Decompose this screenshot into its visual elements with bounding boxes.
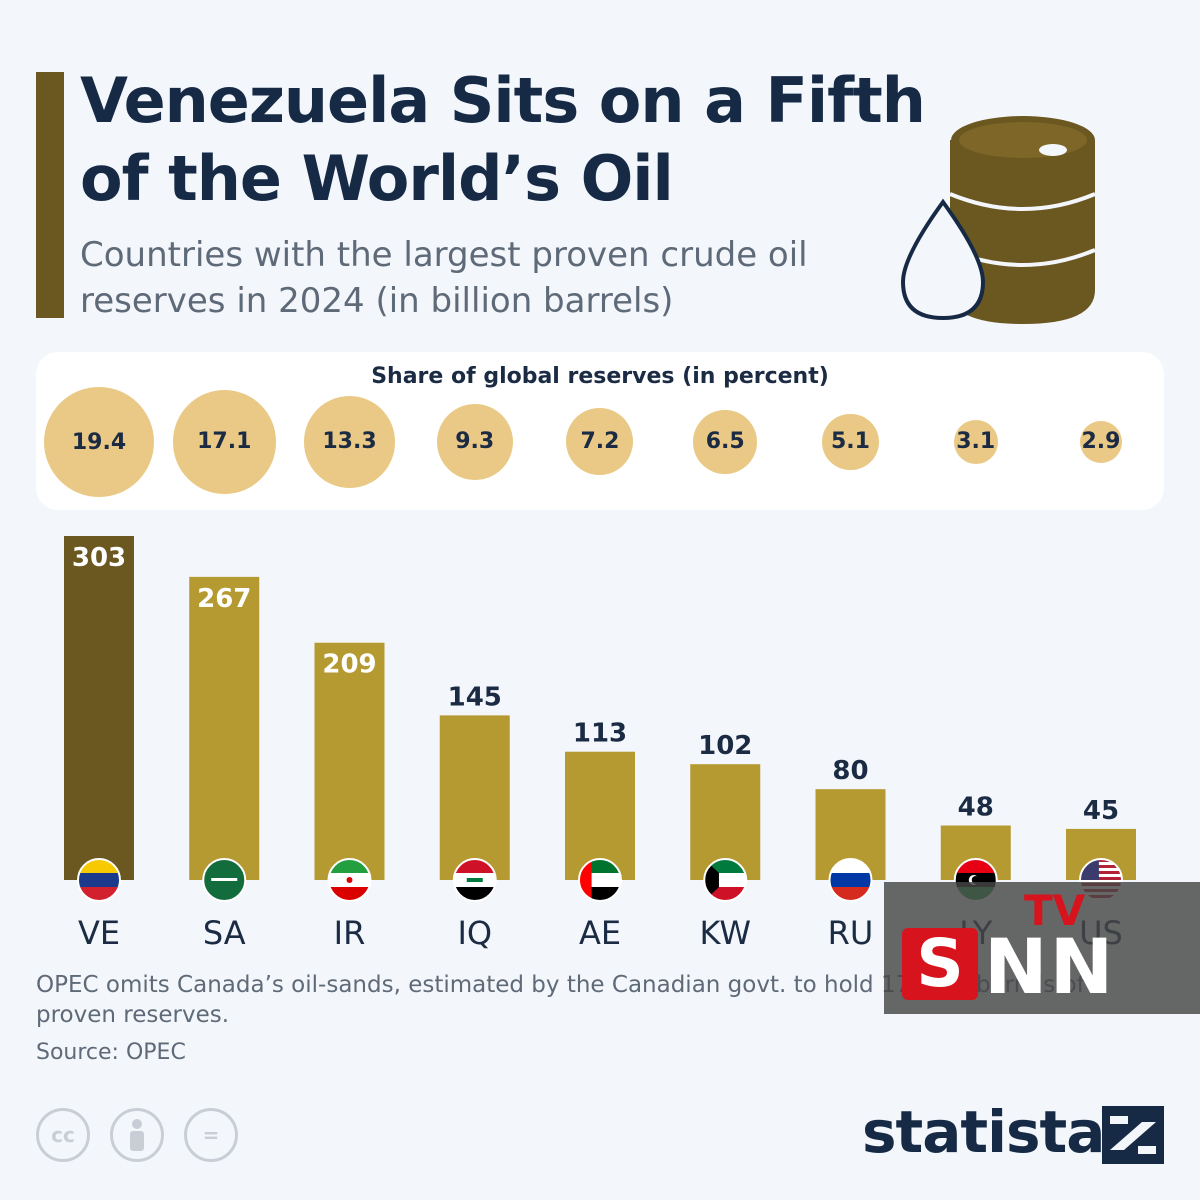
kuwait-flag-icon (703, 858, 748, 902)
bar-value-label-kw: 102 (698, 731, 752, 761)
saudi-arabia-flag-icon (202, 858, 247, 902)
bar-value-label-ir: 209 (322, 650, 376, 680)
category-label-ae: AE (579, 914, 621, 952)
category-label-ir: IR (334, 914, 366, 952)
chart-title: Venezuela Sits on a Fifth of the World’s… (80, 64, 926, 215)
title-accent-bar (36, 72, 64, 318)
category-label-sa: SA (203, 914, 246, 952)
share-panel: Share of global reserves (in percent) 19… (36, 352, 1164, 510)
by-icon[interactable] (110, 1108, 164, 1162)
category-label-iq: IQ (457, 914, 492, 952)
category-label-ve: VE (78, 914, 120, 952)
license-icons: cc = (36, 1108, 246, 1164)
share-bubble-ae: 7.2 (566, 408, 634, 476)
russia-flag-icon (828, 858, 873, 902)
share-bubble-ir: 13.3 (303, 396, 396, 488)
bar-value-label-ly: 48 (958, 793, 994, 823)
watermark-tv-text: TV (1024, 886, 1086, 935)
category-label-ru: RU (828, 914, 874, 952)
bar-value-label-us: 45 (1083, 796, 1119, 826)
share-bubble-ru: 5.1 (822, 413, 879, 471)
share-bubble-ly: 3.1 (953, 420, 998, 464)
bar-value-label-sa: 267 (197, 584, 251, 614)
share-bubble-kw: 6.5 (693, 410, 758, 474)
iran-flag-icon (327, 858, 372, 902)
share-panel-title: Share of global reserves (in percent) (371, 364, 829, 389)
iraq-flag-icon (452, 858, 497, 902)
share-bubble-us: 2.9 (1079, 420, 1123, 464)
oil-barrel-icon (900, 116, 1096, 324)
share-bubble-iq: 9.3 (436, 403, 513, 481)
bar-value-label-ru: 80 (832, 756, 868, 786)
nd-icon[interactable]: = (184, 1108, 238, 1162)
category-label-kw: KW (700, 914, 751, 952)
bar-value-label-ae: 113 (573, 719, 627, 749)
bar-value-label-ve: 303 (72, 543, 126, 573)
uae-flag-icon (578, 858, 622, 902)
venezuela-flag-icon (77, 858, 121, 902)
snn-tv-watermark: TV S NN (884, 882, 1200, 1014)
statista-logo-text[interactable]: statista (862, 1098, 1105, 1166)
share-bubble-ve: 19.4 (44, 387, 154, 497)
source-note: Source: OPEC (36, 1040, 186, 1065)
watermark-s-text: S (902, 928, 978, 1000)
bar-ir (314, 642, 385, 880)
cc-icon[interactable]: cc (36, 1108, 90, 1162)
bar-chart: 303VE267SA209IR145IQ113AE102KW80RU48LY45… (64, 536, 1136, 952)
chart-subtitle: Countries with the largest proven crude … (80, 235, 808, 321)
statista-logo-icon[interactable] (1102, 1106, 1164, 1164)
bar-ve (64, 536, 134, 880)
bar-iq (439, 715, 510, 880)
share-bubble-sa: 17.1 (172, 390, 276, 494)
watermark-nn-text: NN (984, 922, 1116, 1011)
bar-value-label-iq: 145 (448, 682, 502, 712)
bar-sa (189, 576, 260, 880)
